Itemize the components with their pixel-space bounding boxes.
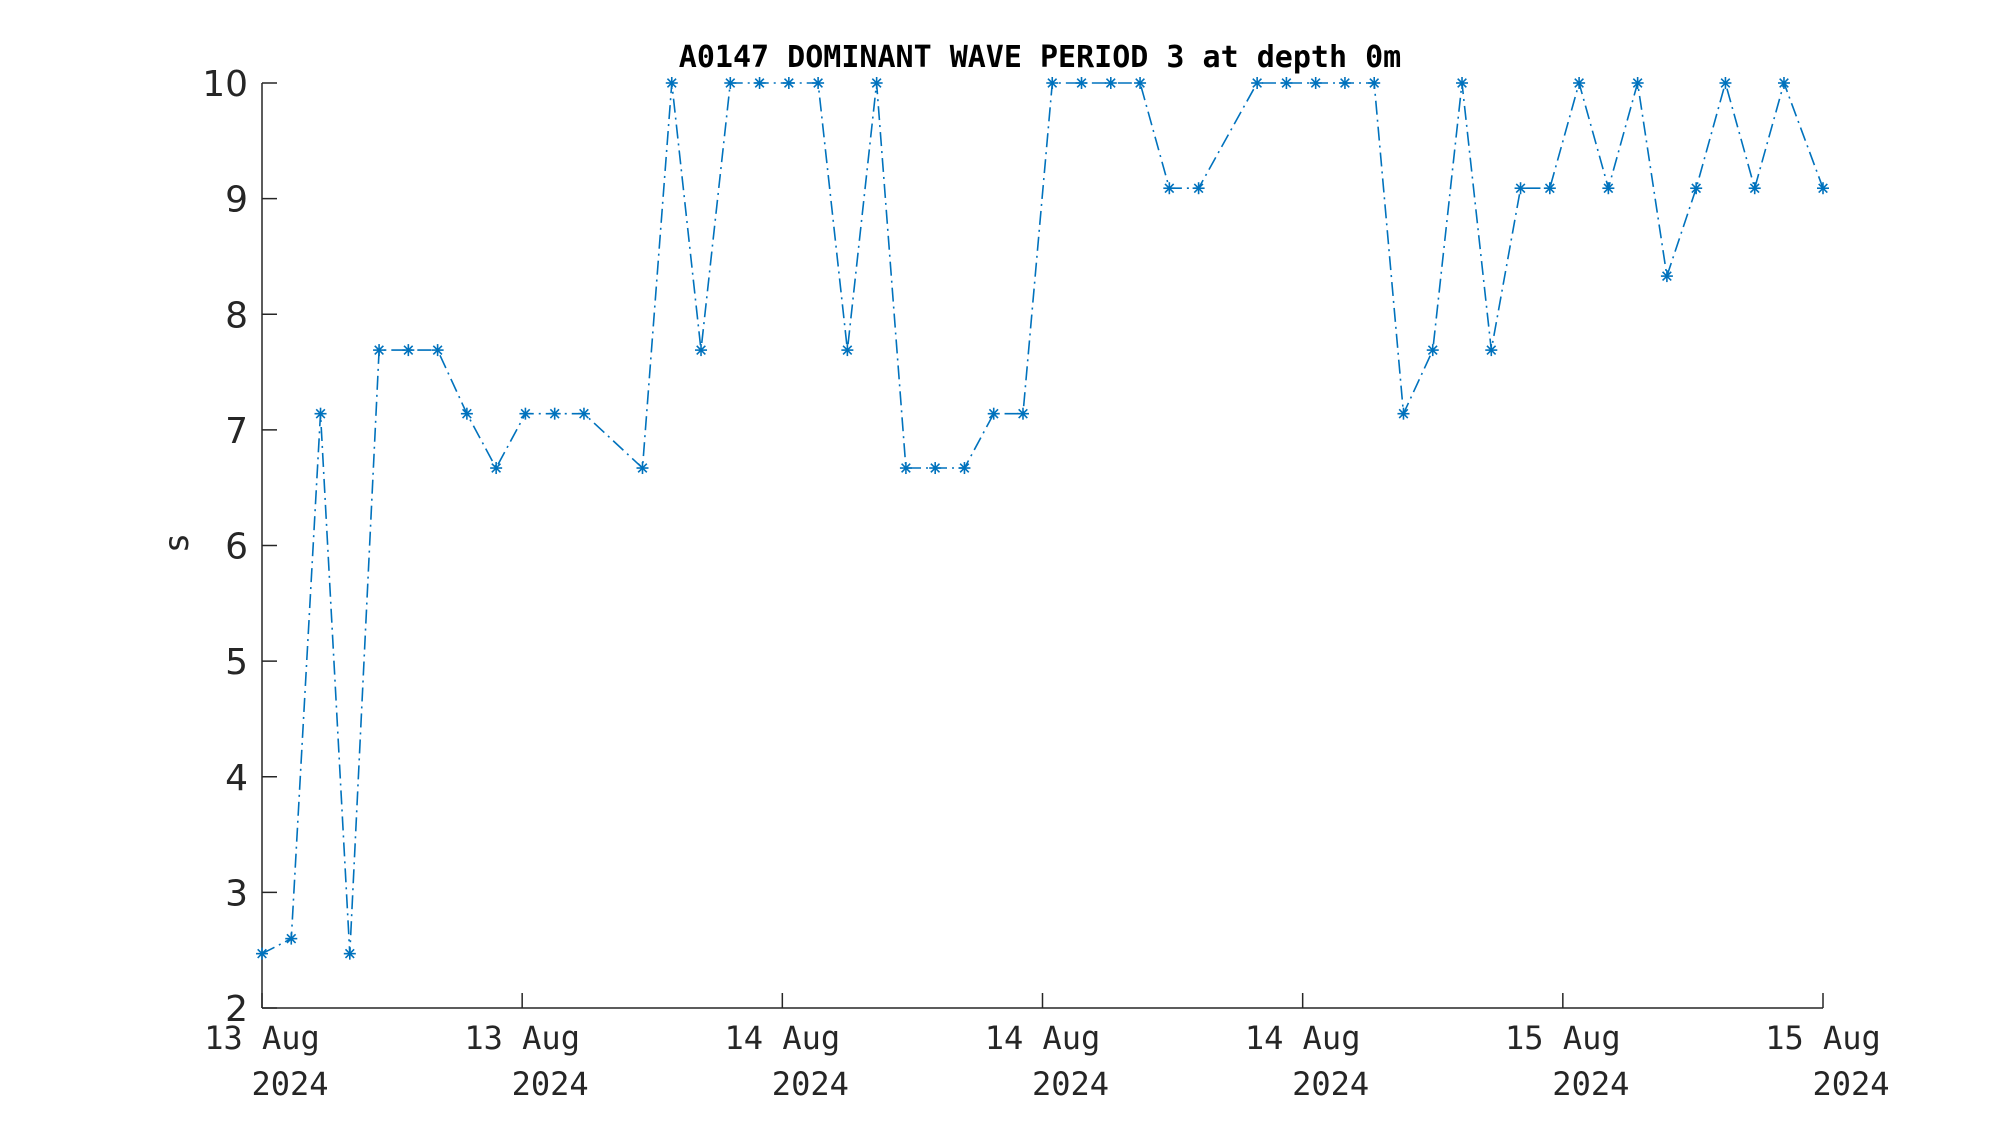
series-line: [261, 80, 1824, 955]
y-tick-label: 9: [225, 180, 248, 221]
chart-title: A0147 DOMINANT WAVE PERIOD 3 at depth 0m: [679, 40, 1401, 75]
y-axis-label: s: [157, 533, 197, 553]
y-tick-label: 7: [225, 411, 248, 452]
data-point: [1163, 182, 1176, 195]
data-point: [812, 77, 825, 89]
data-point: [1368, 77, 1381, 89]
x-tick-label-year: 2024: [1812, 1065, 1889, 1103]
y-tick-label: 8: [225, 295, 248, 336]
data-point: [665, 77, 678, 89]
x-tick-label: 14 Aug: [725, 1019, 841, 1057]
data-point: [1280, 77, 1293, 89]
data-point: [1777, 77, 1790, 89]
data-point: [782, 77, 795, 89]
x-tick-label-year: 2024: [1292, 1065, 1369, 1103]
data-point: [870, 77, 883, 89]
data-point: [1426, 344, 1439, 357]
data-point: [1602, 182, 1615, 195]
data-point: [1134, 77, 1147, 89]
data-point: [343, 947, 356, 960]
data-point: [695, 344, 708, 357]
data-point: [841, 344, 854, 357]
data-point: [1016, 407, 1029, 420]
x-tick-label: 14 Aug: [985, 1019, 1101, 1057]
data-point: [1573, 77, 1586, 89]
data-point: [373, 344, 386, 357]
data-point: [256, 947, 268, 960]
y-tick-label: 6: [225, 527, 248, 568]
x-tick-label: 15 Aug: [1505, 1019, 1621, 1057]
data-point: [753, 77, 766, 89]
y-ticks: 2 3 4 5 6 7 8 9 10: [202, 64, 277, 1030]
y-tick-label: 2: [225, 989, 248, 1030]
data-point: [724, 77, 737, 89]
y-tick-label: 5: [225, 642, 248, 683]
data-point: [958, 462, 971, 475]
data-point: [1748, 182, 1761, 195]
x-tick-label-year: 2024: [512, 1065, 589, 1103]
data-point: [1485, 344, 1498, 357]
axes: [261, 83, 1823, 1009]
data-point: [314, 407, 327, 420]
data-point: [1251, 77, 1264, 89]
x-tick-label: 15 Aug: [1765, 1019, 1881, 1057]
data-point: [636, 462, 649, 475]
x-tick-label-year: 2024: [772, 1065, 849, 1103]
data-point: [1690, 182, 1703, 195]
data-point: [929, 462, 942, 475]
data-point: [987, 407, 1000, 420]
data-point: [1719, 77, 1732, 89]
data-point: [1631, 77, 1644, 89]
x-tick-label: 13 Aug: [464, 1019, 580, 1057]
x-tick-label: 13 Aug: [204, 1019, 320, 1057]
y-tick-label: 10: [202, 64, 248, 105]
x-tick-label-year: 2024: [1552, 1065, 1629, 1103]
data-point: [431, 344, 444, 357]
data-point: [1075, 77, 1088, 89]
data-point: [490, 462, 503, 475]
data-point: [285, 932, 298, 945]
data-point: [577, 407, 590, 420]
data-point: [1192, 182, 1205, 195]
x-tick-label: 14 Aug: [1245, 1019, 1361, 1057]
data-point: [460, 407, 473, 420]
x-ticks: 13 Aug 2024 13 Aug 2024 14 Aug 2024 14 Aug 2024…: [204, 993, 1890, 1103]
y-tick-label: 4: [225, 758, 248, 799]
data-point: [1543, 182, 1556, 195]
x-tick-label-year: 2024: [1032, 1065, 1109, 1103]
data-point: [1309, 77, 1322, 89]
data-point: [1660, 270, 1673, 283]
data-point: [402, 344, 415, 357]
data-point: [1104, 77, 1117, 89]
data-point: [1817, 182, 1829, 195]
data-point: [1456, 77, 1469, 89]
y-tick-label: 3: [225, 873, 248, 914]
data-point: [519, 407, 532, 420]
data-point: [1046, 77, 1059, 89]
data-point: [1338, 77, 1351, 89]
series-layer: [256, 77, 1829, 960]
data-point: [548, 407, 561, 420]
data-point: [1397, 407, 1410, 420]
data-point: [1514, 182, 1527, 195]
x-tick-label-year: 2024: [251, 1065, 328, 1103]
data-point: [899, 462, 912, 475]
